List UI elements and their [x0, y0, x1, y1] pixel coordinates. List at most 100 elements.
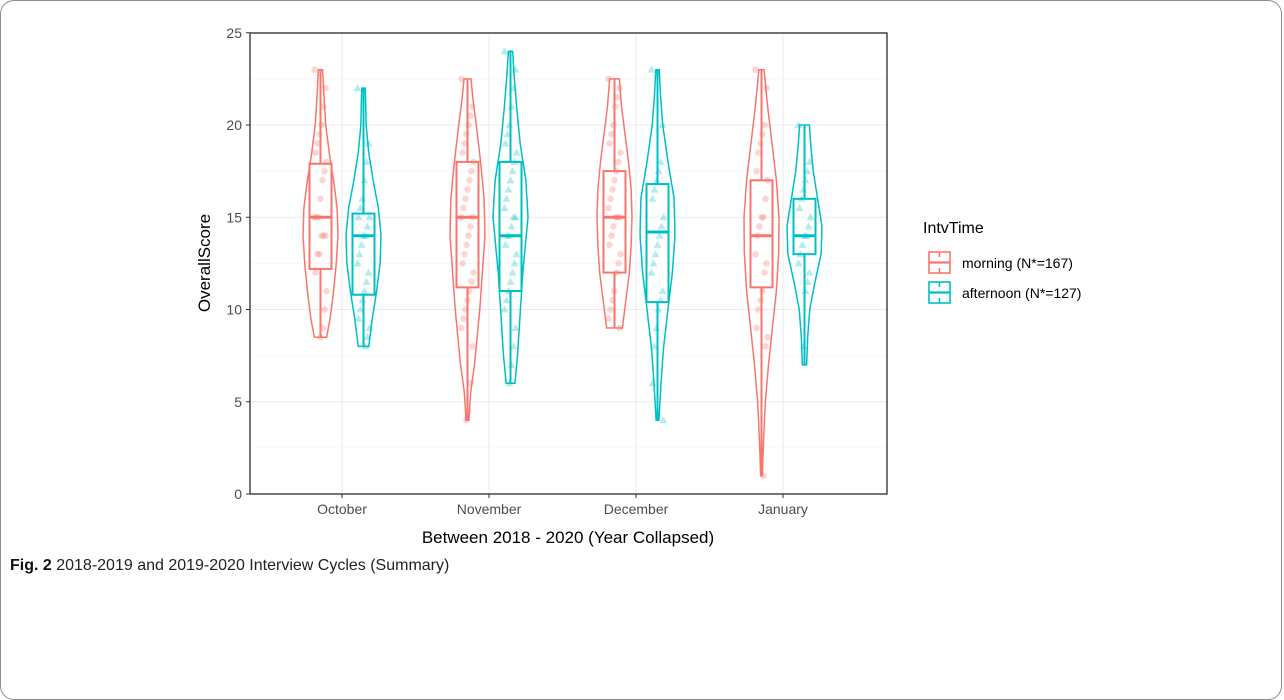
data-point-morning	[322, 232, 329, 239]
y-tick-label: 5	[234, 394, 242, 410]
data-point-afternoon	[794, 121, 803, 128]
data-point-morning	[608, 130, 615, 138]
data-point-afternoon	[504, 185, 513, 193]
data-point-afternoon	[510, 259, 519, 267]
data-point-afternoon	[500, 47, 509, 55]
caption-label: Fig. 2	[10, 557, 52, 574]
figure-caption: Fig. 2 2018-2019 and 2019-2020 Interview…	[10, 557, 449, 575]
data-point-morning	[758, 213, 765, 221]
data-point-morning	[467, 380, 474, 387]
data-point-afternoon	[804, 222, 813, 230]
data-point-morning	[763, 260, 770, 267]
data-point-morning	[318, 232, 325, 239]
caption-text: 2018-2019 and 2019-2020 Interview Cycles…	[56, 557, 450, 574]
legend-entry-label: morning (N*=167)	[962, 255, 1073, 271]
data-point-morning	[466, 177, 473, 184]
data-point-afternoon	[363, 222, 372, 230]
data-point-afternoon	[512, 250, 521, 258]
data-point-morning	[467, 223, 474, 230]
legend: IntvTime morning (N*=167) afternoon (N*=1…	[923, 220, 1081, 306]
data-point-afternoon	[795, 204, 804, 212]
data-point-afternoon	[364, 139, 373, 147]
data-point-afternoon	[354, 314, 363, 322]
data-point-morning	[755, 149, 762, 156]
violin-afternoon-october	[345, 87, 382, 348]
data-point-morning	[755, 306, 762, 313]
y-tick-label: 15	[226, 209, 242, 225]
data-point-morning	[763, 84, 770, 92]
data-point-afternoon	[501, 139, 510, 147]
data-point-afternoon	[501, 240, 510, 248]
data-point-afternoon	[364, 268, 373, 276]
data-point-afternoon	[511, 65, 520, 73]
data-point-afternoon	[508, 167, 517, 175]
data-point-afternoon	[651, 250, 660, 258]
data-point-morning	[605, 75, 612, 83]
data-point-afternoon	[512, 148, 521, 156]
x-axis-title: Between 2018 - 2020 (Year Collapsed)	[422, 528, 714, 547]
data-point-morning	[608, 232, 615, 239]
data-point-morning	[461, 250, 468, 258]
data-point-afternoon	[648, 194, 657, 202]
data-point-morning	[752, 250, 759, 258]
data-point-morning	[320, 232, 327, 239]
data-point-morning	[609, 186, 616, 193]
data-point-morning	[458, 324, 465, 332]
marks-layer	[302, 47, 823, 479]
y-tick-label: 20	[226, 117, 242, 133]
violin-box-chart: 0 5 10 15 20 25 October November December January…	[195, 25, 1081, 547]
data-point-morning	[320, 103, 327, 110]
data-point-morning	[322, 84, 329, 92]
violin-morning-december	[596, 78, 633, 329]
box-afternoon-october	[351, 212, 376, 296]
data-point-afternoon	[365, 323, 374, 331]
data-point-morning	[460, 204, 467, 212]
data-point-afternoon	[357, 240, 366, 248]
data-point-afternoon	[355, 250, 364, 258]
data-point-morning	[617, 250, 624, 258]
data-point-afternoon	[507, 222, 516, 230]
data-point-morning	[467, 112, 474, 120]
data-point-afternoon	[502, 194, 511, 202]
data-point-morning	[311, 66, 318, 73]
data-point-morning	[607, 306, 614, 313]
x-tick-label: January	[758, 501, 808, 517]
data-point-afternoon	[354, 213, 363, 221]
grid-layer	[250, 32, 887, 495]
data-point-morning	[605, 315, 612, 323]
data-point-afternoon	[659, 213, 668, 221]
data-point-morning	[469, 103, 476, 110]
data-point-afternoon	[500, 204, 509, 212]
data-point-afternoon	[506, 277, 515, 285]
data-point-afternoon	[657, 222, 666, 230]
data-point-morning	[753, 324, 760, 332]
data-point-morning	[615, 260, 622, 267]
violin-morning-november	[449, 78, 486, 421]
y-axis-title: OverallScore	[195, 214, 214, 312]
y-tick-label: 25	[226, 25, 242, 41]
data-point-morning	[762, 343, 769, 350]
data-point-afternoon	[655, 231, 664, 239]
data-point-afternoon	[362, 277, 371, 285]
violin-afternoon-january	[786, 124, 823, 366]
data-point-afternoon	[647, 65, 656, 73]
data-point-morning	[605, 204, 612, 212]
data-point-morning	[319, 177, 326, 184]
data-point-afternoon	[365, 213, 374, 221]
y-tick-label: 0	[234, 486, 242, 502]
box-afternoon-november	[498, 160, 523, 293]
data-point-morning	[458, 75, 465, 83]
data-point-afternoon	[353, 259, 362, 267]
data-point-morning	[753, 167, 760, 175]
data-point-morning	[459, 149, 466, 156]
box-morning-november	[455, 160, 480, 289]
data-point-morning	[468, 278, 475, 286]
data-point-morning	[761, 121, 768, 129]
data-point-morning	[464, 186, 471, 193]
data-point-morning	[460, 315, 467, 323]
data-point-morning	[468, 167, 475, 175]
data-point-morning	[312, 269, 319, 276]
data-point-morning	[314, 250, 321, 258]
data-point-morning	[317, 195, 324, 203]
data-point-morning	[321, 167, 328, 175]
